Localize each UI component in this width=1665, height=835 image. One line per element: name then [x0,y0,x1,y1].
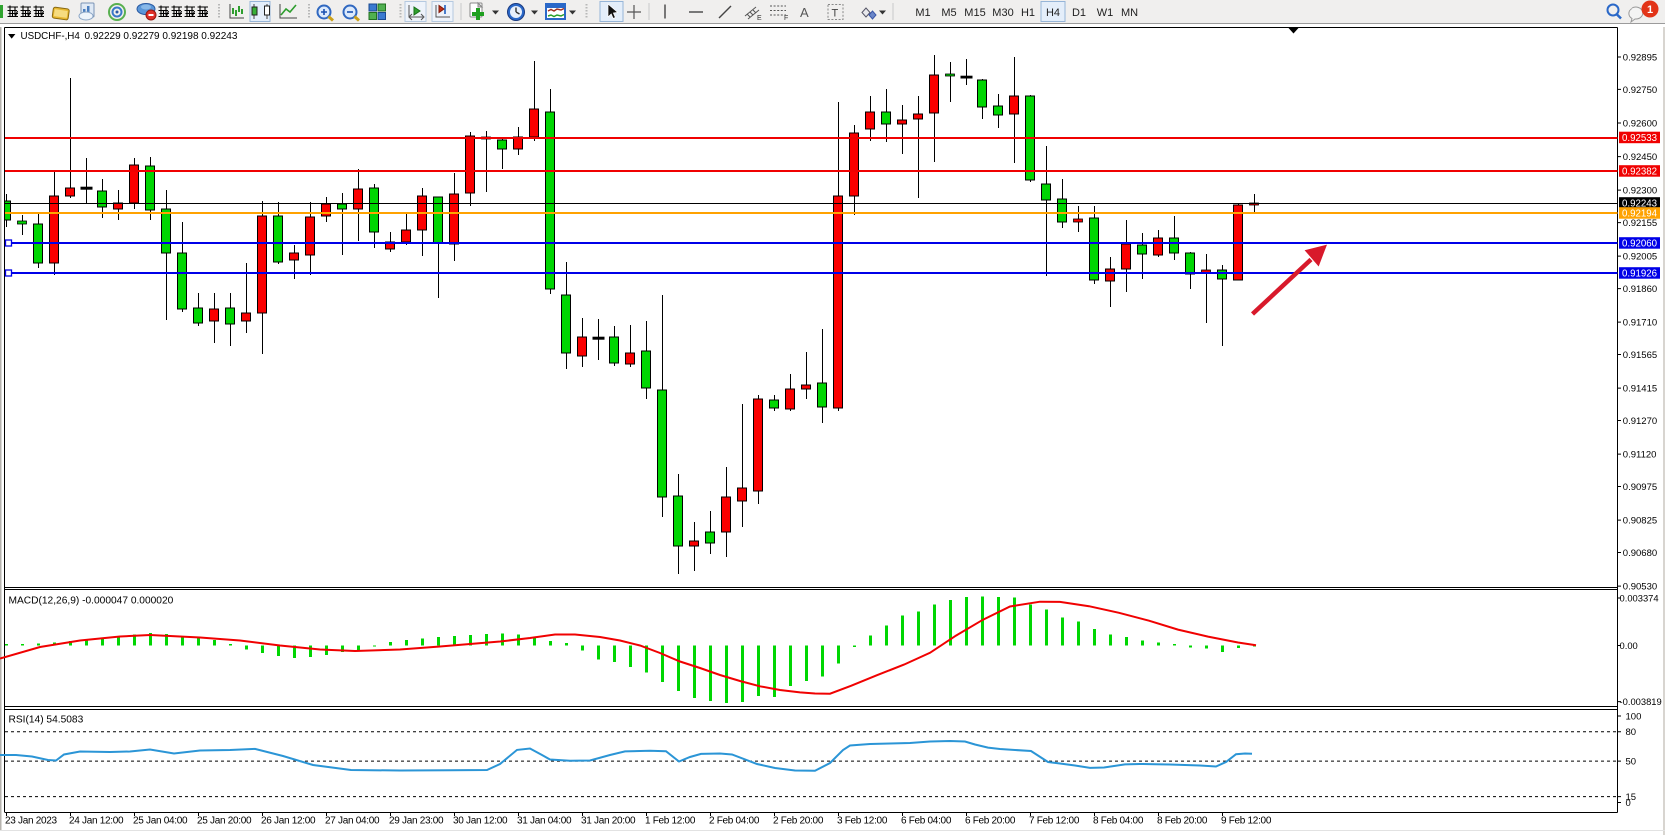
svg-text:0.90680: 0.90680 [1623,548,1657,559]
svg-text:0.91926: 0.91926 [1622,269,1657,280]
svg-text:25 Jan 04:00: 25 Jan 04:00 [133,816,188,827]
svg-text:26 Jan 12:00: 26 Jan 12:00 [261,816,316,827]
svg-text:E: E [757,15,762,22]
svg-text:3 Feb 12:00: 3 Feb 12:00 [837,816,888,827]
svg-text:0.92005: 0.92005 [1623,252,1657,263]
svg-text:0.92155: 0.92155 [1623,218,1657,229]
svg-text:31 Jan 04:00: 31 Jan 04:00 [517,816,572,827]
svg-text:0.92194: 0.92194 [1622,209,1658,220]
svg-text:0.90530: 0.90530 [1623,582,1657,593]
svg-text:T: T [832,8,839,20]
svg-text:31 Jan 20:00: 31 Jan 20:00 [581,816,636,827]
svg-text:0.003374: 0.003374 [1620,593,1659,604]
svg-text:8 Feb 04:00: 8 Feb 04:00 [1093,816,1144,827]
svg-text:29 Jan 23:00: 29 Jan 23:00 [389,816,444,827]
svg-text:8 Feb 20:00: 8 Feb 20:00 [1157,816,1208,827]
svg-text:MACD(12,26,9) -0.000047 0.0000: MACD(12,26,9) -0.000047 0.000020 [9,596,174,607]
svg-text:0.92533: 0.92533 [1622,133,1657,144]
svg-text:0: 0 [1626,798,1631,809]
svg-text:0.91120: 0.91120 [1623,450,1657,461]
svg-text:H4: H4 [1046,7,1060,19]
svg-text:0.91860: 0.91860 [1623,284,1657,295]
svg-text:27 Jan 04:00: 27 Jan 04:00 [325,816,380,827]
svg-text:M1: M1 [915,7,930,19]
svg-text:7 Feb 12:00: 7 Feb 12:00 [1029,816,1080,827]
svg-text:15: 15 [1626,792,1637,803]
svg-text:1: 1 [1647,4,1653,16]
svg-text:25 Jan 20:00: 25 Jan 20:00 [197,816,252,827]
svg-text:2 Feb 20:00: 2 Feb 20:00 [773,816,824,827]
svg-text:24 Jan 12:00: 24 Jan 12:00 [69,816,124,827]
svg-text:9 Feb 12:00: 9 Feb 12:00 [1221,816,1272,827]
svg-text:6 Feb 20:00: 6 Feb 20:00 [965,816,1016,827]
svg-text:0.92895: 0.92895 [1623,53,1657,64]
svg-text:0.90825: 0.90825 [1623,516,1657,527]
svg-text:100: 100 [1626,712,1642,723]
svg-text:MN: MN [1121,7,1138,19]
svg-text:0.91270: 0.91270 [1623,416,1657,427]
svg-text:0.92229 0.92279 0.92198 0.9224: 0.92229 0.92279 0.92198 0.92243 [85,31,238,42]
svg-text:0.92600: 0.92600 [1623,119,1657,130]
svg-text:0.92300: 0.92300 [1623,186,1657,197]
svg-text:0.00: 0.00 [1620,640,1638,651]
svg-text:W1: W1 [1097,7,1114,19]
svg-text:6 Feb 04:00: 6 Feb 04:00 [901,816,952,827]
svg-text:0.91710: 0.91710 [1623,318,1657,329]
svg-text:0.92750: 0.92750 [1623,85,1657,96]
svg-text:80: 80 [1626,727,1637,738]
svg-text:D1: D1 [1072,7,1086,19]
svg-text:M5: M5 [941,7,956,19]
svg-text:0.90975: 0.90975 [1623,482,1657,493]
svg-text:H1: H1 [1021,7,1035,19]
svg-text:-0.003819: -0.003819 [1620,696,1662,707]
svg-text:50: 50 [1626,757,1637,768]
svg-text:1 Feb 12:00: 1 Feb 12:00 [645,816,696,827]
svg-text:0.92450: 0.92450 [1623,152,1657,163]
svg-text:0.91415: 0.91415 [1623,384,1657,395]
svg-text:0.92060: 0.92060 [1622,239,1658,250]
svg-text:M15: M15 [964,7,985,19]
svg-text:0.91565: 0.91565 [1623,350,1657,361]
svg-text:2 Feb 04:00: 2 Feb 04:00 [709,816,760,827]
svg-text:RSI(14) 54.5083: RSI(14) 54.5083 [9,715,84,726]
svg-text:0.92243: 0.92243 [1622,199,1657,210]
svg-text:M30: M30 [992,7,1013,19]
svg-text:30 Jan 12:00: 30 Jan 12:00 [453,816,508,827]
svg-text:A: A [800,5,809,20]
svg-text:F: F [784,15,788,22]
svg-text:0.92382: 0.92382 [1622,167,1657,178]
svg-text:23 Jan 2023: 23 Jan 2023 [5,816,57,827]
svg-text:USDCHF-,H4: USDCHF-,H4 [21,31,81,42]
